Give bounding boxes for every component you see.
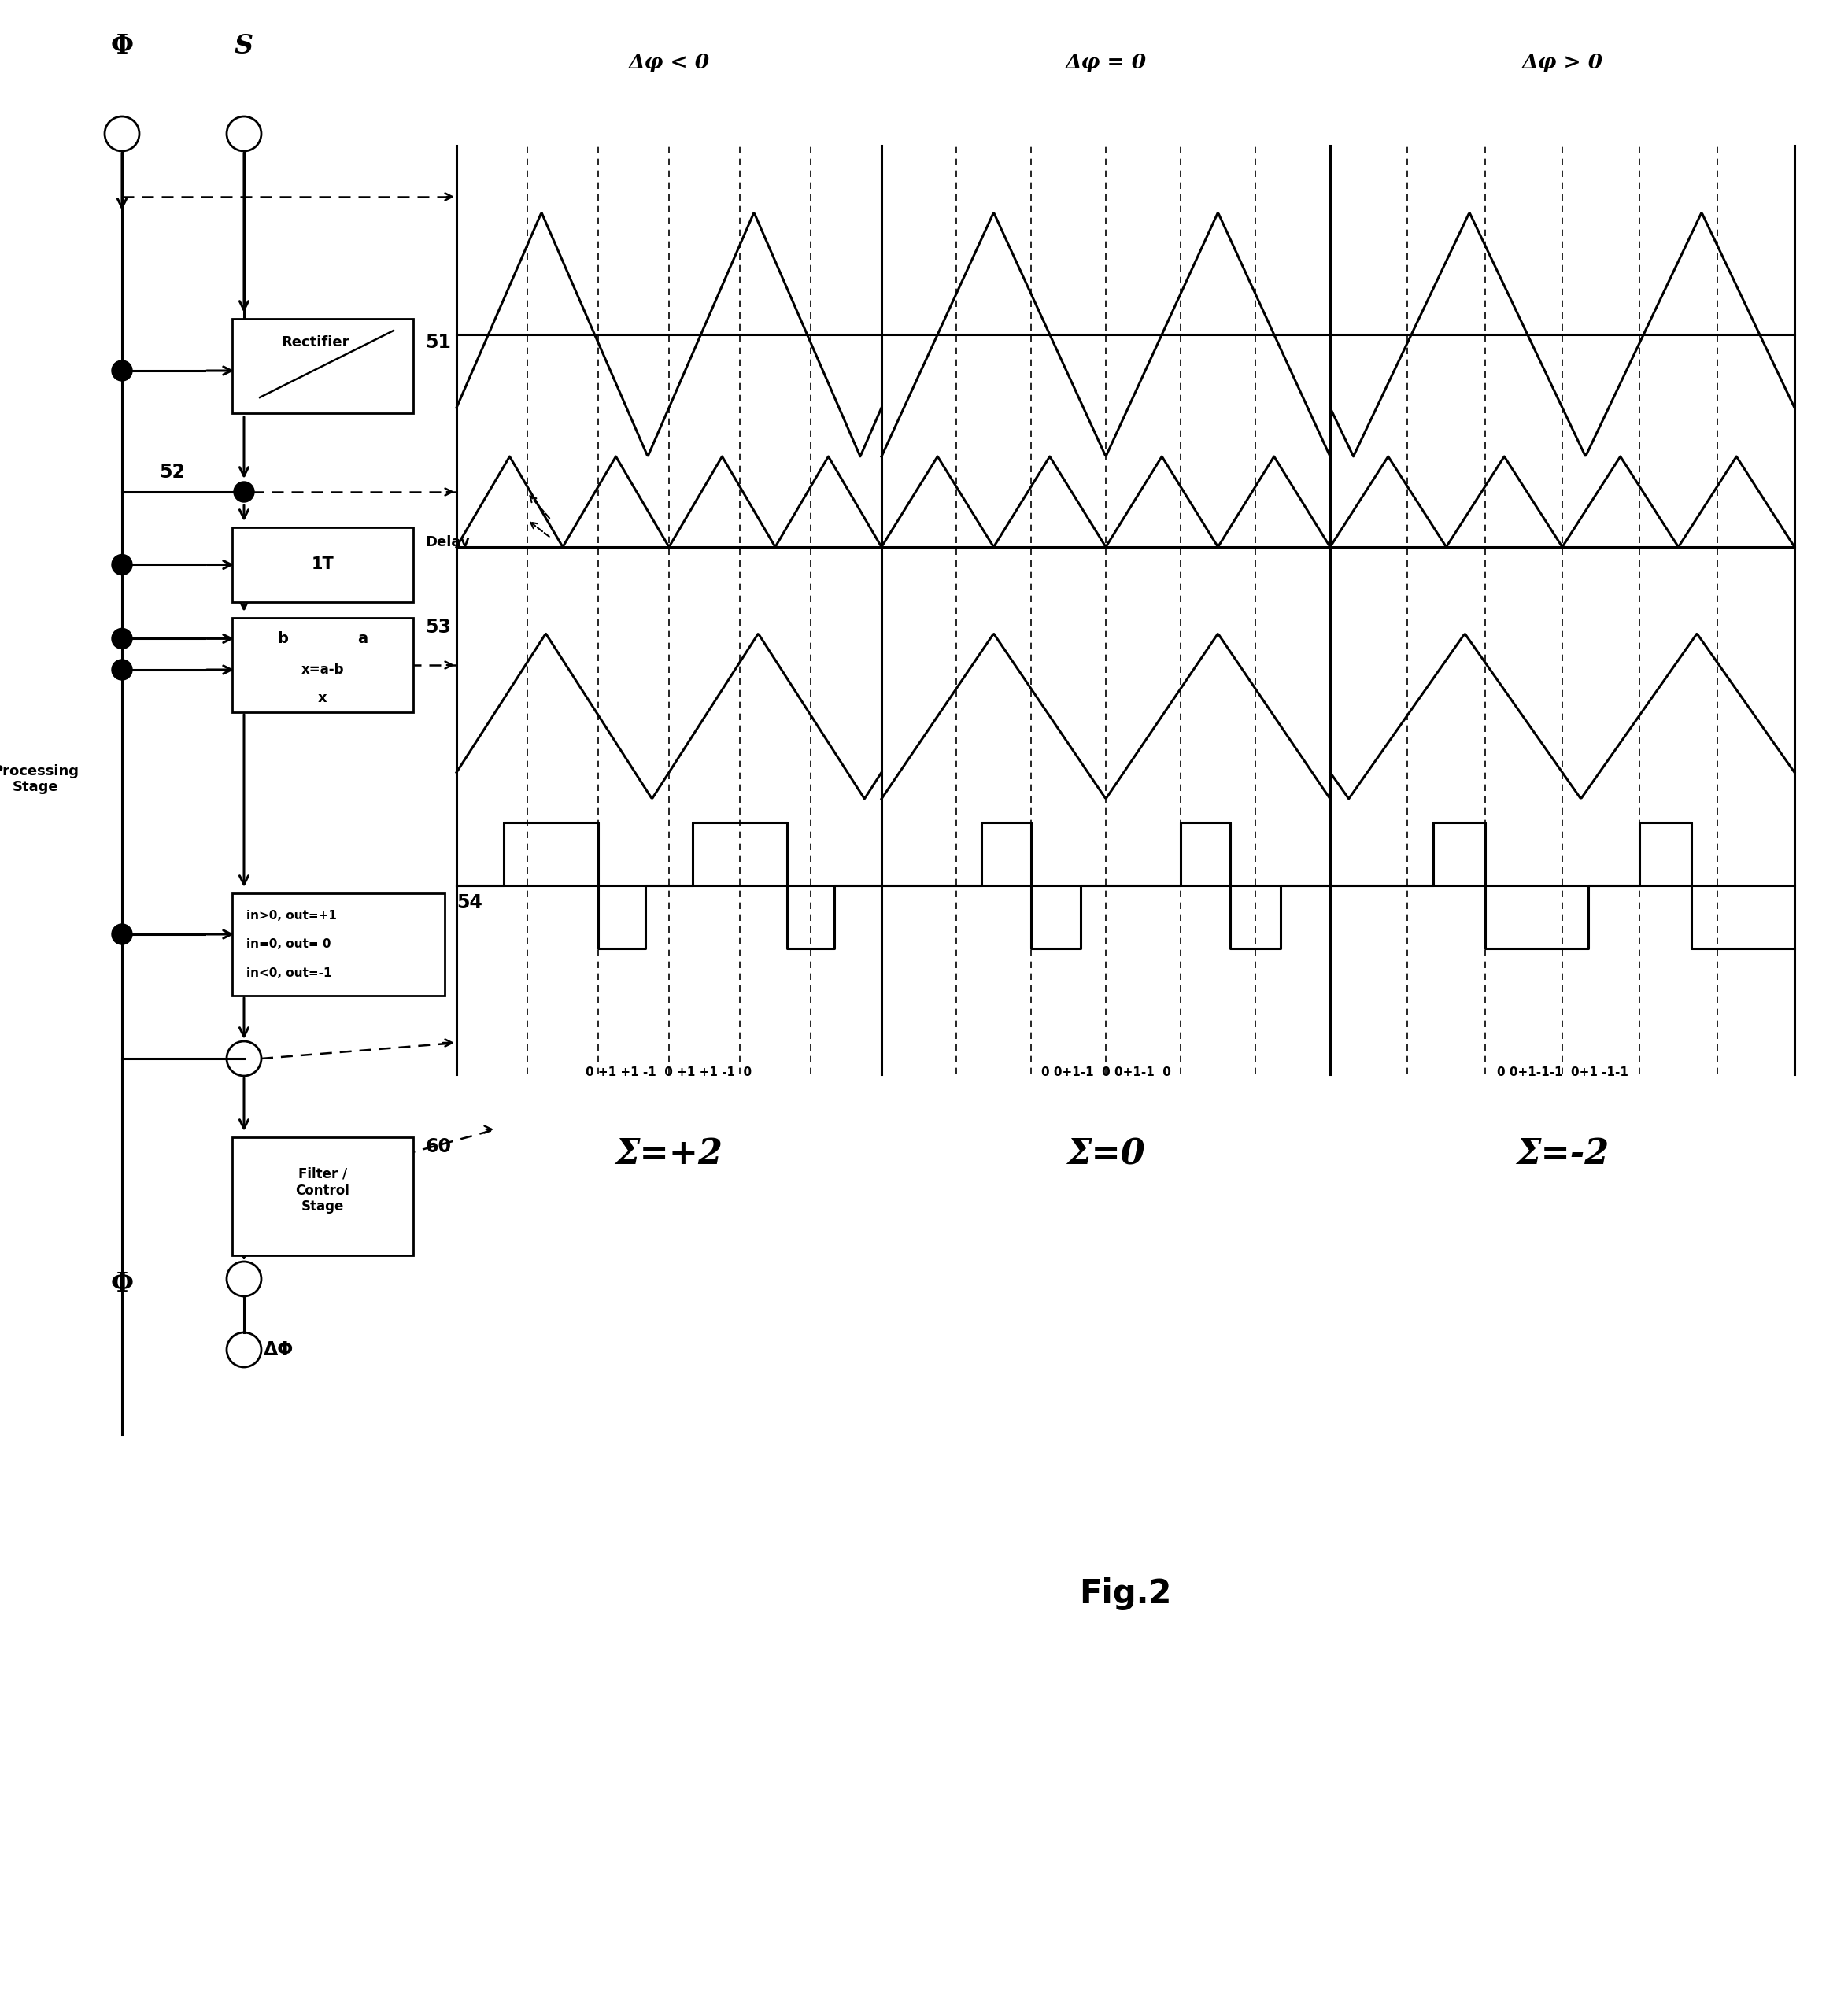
Text: x: x: [318, 691, 327, 705]
Text: Σ=0: Σ=0: [1066, 1138, 1146, 1172]
Bar: [233, 617, 414, 713]
Circle shape: [111, 361, 133, 381]
Text: in=0, out= 0: in=0, out= 0: [246, 939, 331, 949]
Text: ΔΦ: ΔΦ: [264, 1340, 294, 1360]
Text: Δφ > 0: Δφ > 0: [1521, 54, 1602, 72]
Text: 1T: 1T: [310, 557, 334, 573]
Text: b: b: [277, 631, 288, 647]
Text: in>0, out=+1: in>0, out=+1: [246, 909, 336, 921]
Circle shape: [111, 629, 133, 649]
Text: Rectifier: Rectifier: [281, 335, 349, 349]
Circle shape: [111, 923, 133, 945]
Text: 53: 53: [425, 617, 451, 637]
Circle shape: [111, 659, 133, 679]
Text: 0 +1 +1 -1  0 +1 +1 -1  0: 0 +1 +1 -1 0 +1 +1 -1 0: [586, 1066, 752, 1078]
Text: 0 0+1-1  0 0+1-1  0: 0 0+1-1 0 0+1-1 0: [1040, 1066, 1170, 1078]
Text: Delay: Delay: [425, 535, 469, 549]
Text: 52: 52: [159, 463, 185, 481]
Text: Processing
Stage: Processing Stage: [0, 763, 79, 795]
Text: in<0, out=-1: in<0, out=-1: [246, 967, 333, 979]
Text: S: S: [235, 34, 253, 58]
Text: Δφ = 0: Δφ = 0: [1064, 54, 1146, 72]
Text: 54: 54: [456, 893, 482, 911]
Text: 60: 60: [425, 1138, 451, 1156]
Text: Φ: Φ: [111, 34, 133, 58]
Text: Σ=+2: Σ=+2: [615, 1138, 723, 1172]
Bar: [233, 893, 445, 995]
Bar: [233, 318, 414, 413]
Text: Fig.2: Fig.2: [1079, 1576, 1172, 1610]
Text: Filter /
Control
Stage: Filter / Control Stage: [296, 1168, 349, 1214]
Circle shape: [233, 481, 255, 503]
Bar: [233, 1138, 414, 1256]
Text: Δφ < 0: Δφ < 0: [628, 54, 710, 72]
Bar: [233, 527, 414, 603]
Text: Σ=-2: Σ=-2: [1515, 1138, 1610, 1172]
Text: a: a: [357, 631, 368, 647]
Text: 0 0+1-1-1  0+1 -1-1: 0 0+1-1-1 0+1 -1-1: [1497, 1066, 1628, 1078]
Text: x=a-b: x=a-b: [301, 663, 344, 677]
Circle shape: [111, 555, 133, 575]
Text: Φ: Φ: [111, 1272, 133, 1298]
Text: 51: 51: [425, 332, 451, 353]
